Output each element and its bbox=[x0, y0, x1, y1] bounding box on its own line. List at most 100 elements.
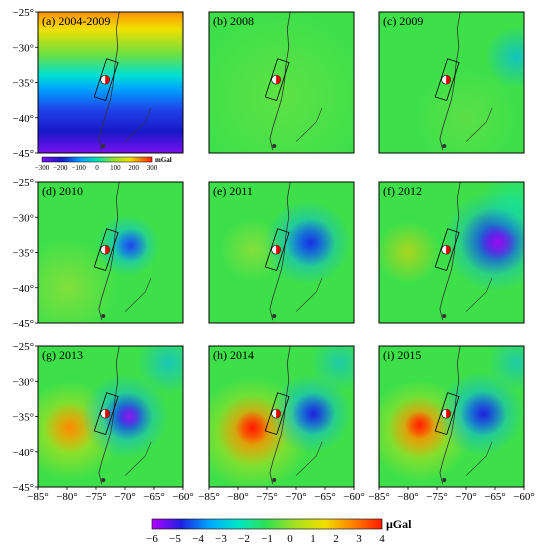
colorbar-main-tick: −4 bbox=[192, 533, 204, 545]
lat-tick-label: −25° bbox=[12, 177, 34, 189]
focal-mechanism-fill bbox=[276, 409, 281, 419]
panel-label: (d) 2010 bbox=[42, 184, 83, 198]
islands bbox=[272, 313, 277, 318]
anomaly-blob bbox=[116, 403, 143, 430]
panel-9: (i) 2015 bbox=[378, 345, 525, 488]
colorbar-a-tick: 300 bbox=[147, 164, 158, 172]
islands bbox=[101, 143, 106, 148]
anomaly-blob bbox=[235, 410, 270, 445]
colorbar-main-unit: μGal bbox=[386, 517, 412, 531]
focal-mechanism-fill bbox=[105, 75, 110, 85]
panel-label: (c) 2009 bbox=[383, 14, 423, 28]
lat-tick-label: −30° bbox=[12, 42, 34, 54]
panel-frame bbox=[208, 181, 355, 324]
lon-tick-label: −70° bbox=[455, 491, 477, 503]
colorbar-main-tick: −5 bbox=[169, 533, 181, 545]
coastline bbox=[269, 182, 291, 321]
anomaly-blob bbox=[415, 68, 517, 153]
colorbar-a-unit: mGal bbox=[155, 156, 172, 164]
anomaly-blob bbox=[484, 26, 524, 89]
lat-tick-label: −35° bbox=[12, 248, 34, 260]
panel-5: (e) 2011 bbox=[208, 181, 355, 324]
anomaly-blob bbox=[487, 346, 524, 392]
anomaly-blob bbox=[480, 182, 524, 239]
focal-mechanism-fill bbox=[446, 75, 451, 85]
panel-4: (d) 2010 bbox=[37, 181, 184, 324]
islands bbox=[272, 477, 277, 482]
lon-tick-label: −70° bbox=[114, 491, 136, 503]
colorbar-a-tick: −200 bbox=[53, 164, 68, 172]
lon-tick-label: −65° bbox=[143, 491, 165, 503]
islands bbox=[442, 313, 447, 318]
anomaly-blob bbox=[291, 392, 336, 435]
lat-tick-label: −40° bbox=[12, 447, 34, 459]
panel-7: (g) 2013 bbox=[37, 345, 184, 488]
lon-tick-label: −75° bbox=[256, 491, 278, 503]
colorbar-main-tick: 4 bbox=[379, 533, 385, 545]
colorbar-main bbox=[151, 518, 383, 530]
lon-tick-label: −60° bbox=[513, 491, 535, 503]
panel-label: (h) 2014 bbox=[213, 348, 254, 362]
coastline-east bbox=[124, 277, 152, 312]
rupture-zone bbox=[264, 228, 290, 272]
lat-tick-label: −25° bbox=[12, 7, 34, 19]
panel-frame bbox=[378, 345, 525, 488]
focal-mechanism-fill bbox=[105, 409, 110, 419]
panel-label: (g) 2013 bbox=[42, 348, 83, 362]
focal-mechanism-fill bbox=[105, 245, 110, 255]
lon-tick-label: −65° bbox=[484, 491, 506, 503]
lon-tick-label: −65° bbox=[314, 491, 336, 503]
coastline-east bbox=[465, 441, 493, 476]
lat-tick-label: −45° bbox=[12, 318, 34, 330]
coastline bbox=[439, 182, 461, 321]
panel-frame bbox=[378, 11, 525, 154]
coastline-east bbox=[295, 107, 323, 142]
colorbar-a-tick: −300 bbox=[35, 164, 50, 172]
panel-1: (a) 2004-2009 bbox=[37, 11, 184, 154]
anomaly-blob bbox=[285, 218, 336, 267]
anomaly-blob bbox=[310, 346, 354, 392]
rupture-zone bbox=[93, 392, 119, 436]
rupture-zone bbox=[93, 58, 119, 102]
coastline bbox=[98, 12, 120, 151]
rupture-zone bbox=[264, 392, 290, 436]
lon-tick-label: −85° bbox=[198, 491, 220, 503]
anomaly-blob bbox=[38, 238, 118, 323]
lat-tick-label: −45° bbox=[12, 482, 34, 494]
lat-tick-label: −40° bbox=[12, 113, 34, 125]
colorbar-main-tick: 1 bbox=[310, 533, 316, 545]
panel-label: (f) 2012 bbox=[383, 184, 422, 198]
lon-tick-label: −85° bbox=[368, 491, 390, 503]
coastline-east bbox=[124, 107, 152, 142]
panel-label: (e) 2011 bbox=[213, 184, 253, 198]
lon-tick-label: −85° bbox=[27, 491, 49, 503]
panel-label: (i) 2015 bbox=[383, 348, 421, 362]
islands bbox=[442, 477, 447, 482]
rupture-zone bbox=[93, 228, 119, 272]
rupture-zone bbox=[434, 58, 460, 102]
lat-tick-label: −45° bbox=[12, 148, 34, 160]
coastline bbox=[98, 182, 120, 321]
lon-tick-label: −75° bbox=[426, 491, 448, 503]
colorbar-a-tick: −100 bbox=[71, 164, 86, 172]
lon-tick-label: −80° bbox=[56, 491, 78, 503]
panel-8: (h) 2014 bbox=[208, 345, 355, 488]
panel-label: (a) 2004-2009 bbox=[42, 14, 110, 28]
panel-2: (b) 2008 bbox=[208, 11, 355, 154]
focal-mechanism-fill bbox=[446, 409, 451, 419]
lat-tick-label: −25° bbox=[12, 341, 34, 353]
anomaly-blob bbox=[460, 391, 507, 437]
colorbar-a-tick: 0 bbox=[95, 164, 99, 172]
colorbar-main-tick: −6 bbox=[146, 533, 158, 545]
focal-mechanism-fill bbox=[276, 245, 281, 255]
panel-3: (c) 2009 bbox=[378, 11, 525, 154]
colorbar-main-tick: −1 bbox=[261, 533, 273, 545]
anomaly-blob bbox=[209, 12, 354, 153]
panel-6: (f) 2012 bbox=[378, 181, 525, 324]
colorbar-main-tick: 0 bbox=[287, 533, 293, 545]
coastline-east bbox=[295, 441, 323, 476]
anomaly-blob bbox=[379, 221, 440, 284]
islands bbox=[272, 143, 277, 148]
coastline bbox=[269, 346, 291, 485]
